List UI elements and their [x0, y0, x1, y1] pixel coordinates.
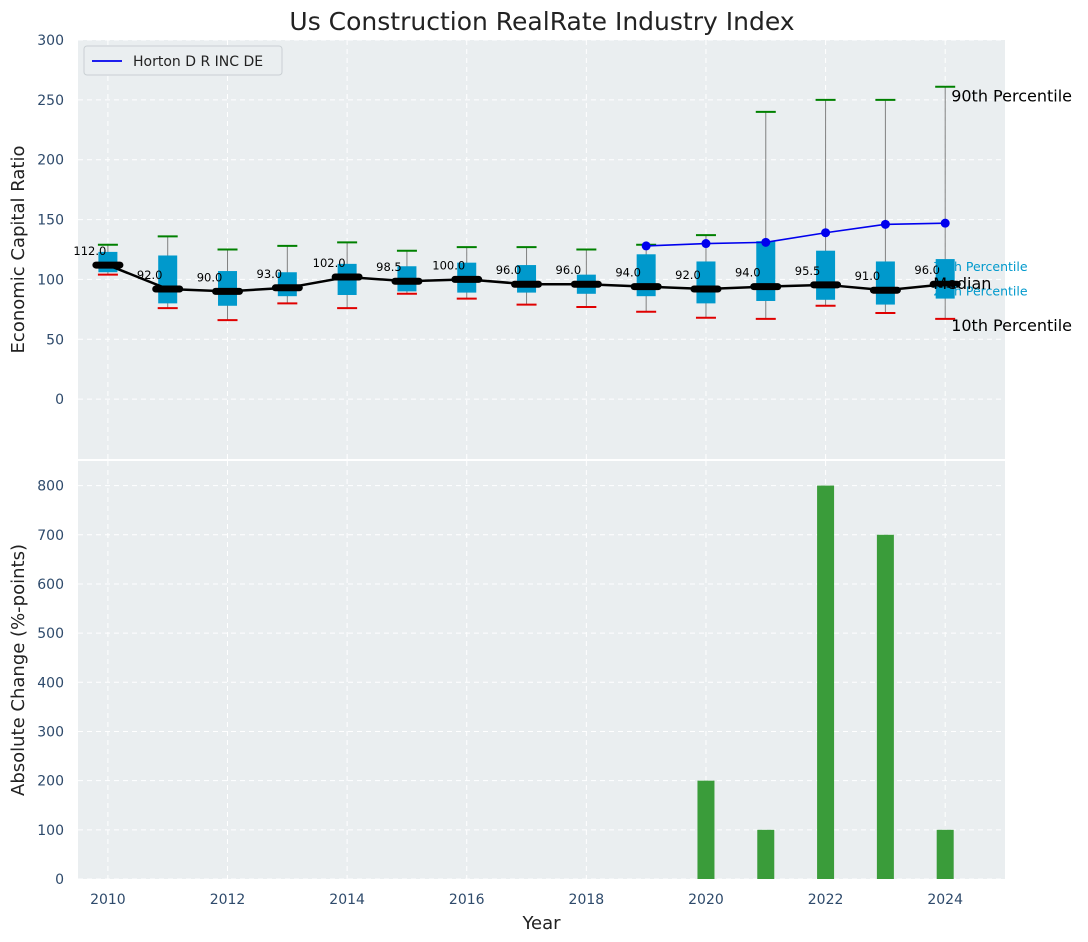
top-y-tick-label: 300 [37, 33, 64, 49]
bottom-y-tick-label: 800 [37, 479, 64, 495]
median-annotation: Median [933, 274, 991, 293]
median-value-label: 93.0 [257, 267, 283, 281]
bottom-plot-area [78, 461, 1005, 879]
company-point [701, 239, 711, 249]
top-y-axis-label: Economic Capital Ratio [8, 146, 29, 354]
chart-title: Us Construction RealRate Industry Index [289, 7, 794, 36]
x-tick-label: 2014 [329, 892, 365, 908]
legend-box [83, 45, 283, 76]
x-axis-label: Year [521, 913, 561, 934]
median-value-label: 98.5 [376, 260, 402, 274]
top-y-tick-label: 150 [37, 213, 64, 229]
company-line [646, 222, 946, 247]
x-tick-label: 2010 [90, 892, 126, 908]
x-tick-label: 2012 [210, 892, 246, 908]
bottom-y-tick-label: 700 [37, 528, 64, 544]
bottom-y-tick-label: 0 [55, 872, 64, 888]
bottom-y-tick-label: 400 [37, 675, 64, 691]
bottom-y-tick-label: 300 [37, 724, 64, 740]
top-y-tick-label: 250 [37, 93, 64, 109]
x-tick-label: 2024 [927, 892, 963, 908]
median-value-label: 95.5 [795, 264, 821, 278]
top-y-tick-label: 0 [55, 392, 64, 408]
company-point [641, 241, 651, 251]
median-value-label: 94.0 [615, 266, 641, 280]
median-value-label: 96.0 [914, 263, 940, 277]
change-bar [876, 534, 894, 879]
top-y-tick-label: 50 [46, 332, 64, 348]
p25-annotation: 25th Percentile [933, 284, 1028, 299]
top-panel: 0 50 100 150 200 250 300 Economic Capital Ratio… [8, 33, 1072, 459]
bottom-y-tick-label: 100 [37, 823, 64, 839]
company-point [821, 228, 831, 238]
legend: Horton D R INC DE [83, 45, 283, 76]
median-value-label: 90.0 [197, 270, 223, 284]
company-point [940, 218, 950, 228]
iqr-box [935, 259, 955, 299]
bottom-y-tick-label: 200 [37, 774, 64, 790]
median-value-label: 92.0 [137, 268, 163, 282]
x-tick-label: 2016 [449, 892, 485, 908]
iqr-box [875, 261, 895, 305]
change-bar [757, 829, 775, 879]
median-value-label: 96.0 [556, 263, 582, 277]
median-value-label: 94.0 [735, 266, 761, 280]
bottom-y-tick-label: 600 [37, 577, 64, 593]
bottom-y-axis-label: Absolute Change (%-points) [8, 544, 29, 796]
p90-annotation: 90th Percentile [951, 87, 1072, 106]
x-tick-label: 2018 [569, 892, 605, 908]
bottom-panel: 0 100 200 300 400 500 600 700 800 2010 2012 2014 201… [8, 461, 1005, 934]
p75-annotation: 75th Percentile [933, 259, 1028, 274]
iqr-box [696, 261, 716, 304]
bottom-y-tick-label: 500 [37, 626, 64, 642]
legend-label: Horton D R INC DE [133, 54, 263, 70]
median-value-label: 102.0 [313, 256, 346, 270]
top-plot-area [78, 40, 1005, 459]
x-tick-label: 2022 [808, 892, 844, 908]
company-point [761, 237, 771, 247]
change-bar [817, 485, 835, 879]
change-bar [697, 780, 715, 879]
top-y-tick-label: 100 [37, 272, 64, 288]
median-value-label: 96.0 [496, 263, 522, 277]
median-value-label: 100.0 [432, 258, 465, 272]
change-bar [936, 829, 954, 879]
top-y-tick-label: 200 [37, 153, 64, 169]
median-value-label: 91.0 [855, 269, 881, 283]
company-point [880, 219, 890, 229]
x-tick-label: 2020 [688, 892, 724, 908]
p10-annotation: 10th Percentile [951, 316, 1072, 335]
median-value-label: 112.0 [73, 244, 106, 258]
median-value-label: 92.0 [675, 268, 701, 282]
